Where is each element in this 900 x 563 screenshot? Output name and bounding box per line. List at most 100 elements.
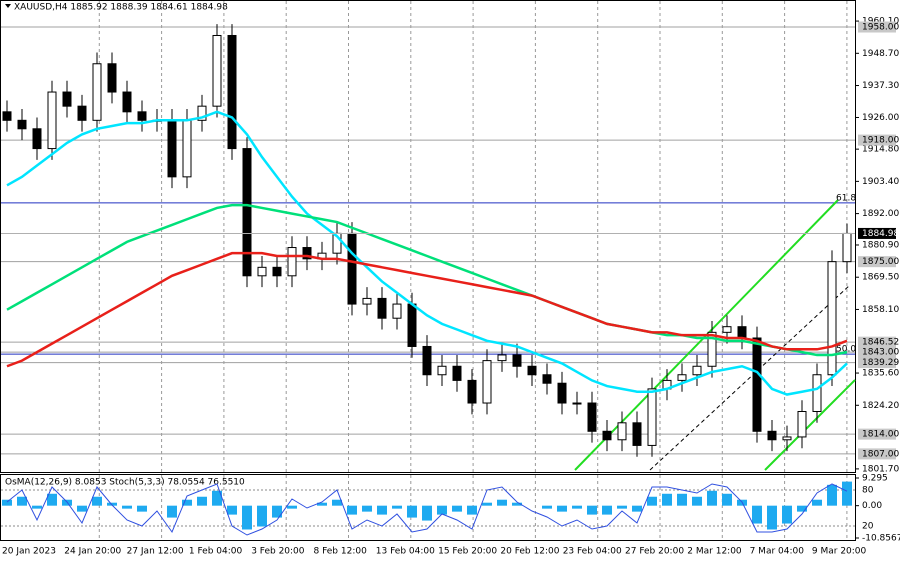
level-tag — [858, 256, 896, 268]
osma-bar — [662, 493, 672, 506]
level-tag — [858, 428, 896, 440]
candle-body — [92, 63, 102, 121]
candle-body — [467, 379, 477, 404]
osma-bar — [767, 505, 777, 530]
osma-bar — [2, 499, 12, 506]
x-tick-label: 2 Mar 12:00 — [687, 547, 742, 557]
fib-label: 50.0 — [836, 345, 856, 355]
osma-bar — [602, 505, 612, 515]
candle-body — [842, 232, 852, 263]
candle-body — [527, 365, 537, 376]
moving-average — [6, 110, 848, 396]
osma-bar — [692, 496, 702, 506]
osma-bar — [167, 505, 177, 518]
main-panel — [0, 0, 856, 473]
candle-body — [542, 374, 552, 384]
candle-body — [737, 326, 747, 339]
osma-bar — [632, 505, 642, 512]
x-tick-label: 20 Jan 2023 — [2, 547, 56, 557]
candle-body — [707, 331, 717, 367]
candle-body — [812, 374, 822, 412]
candle-body — [212, 34, 222, 107]
osma-tick-label: 0.00 — [862, 501, 882, 511]
osma-bar — [707, 490, 717, 506]
level-label: 1843.00 — [862, 348, 899, 358]
candle-body — [77, 105, 87, 121]
level-label: 1918.00 — [862, 136, 899, 146]
osma-bar — [212, 490, 222, 506]
level-tag — [858, 357, 896, 369]
x-tick-label: 8 Feb 12:00 — [314, 547, 368, 557]
channel-lower — [764, 379, 856, 471]
candle-body — [452, 365, 462, 381]
title-arrow — [5, 4, 11, 8]
osma-bar — [827, 484, 837, 506]
x-tick-label: 23 Feb 04:00 — [563, 547, 622, 557]
osma-bar — [497, 499, 507, 506]
y-tick-label: 1903.40 — [862, 177, 899, 187]
y-tick-label: 1914.80 — [862, 145, 899, 155]
osma-bar — [287, 505, 297, 509]
osma-bar — [587, 505, 597, 515]
osma-bar — [32, 505, 42, 509]
osma-bar — [17, 496, 27, 506]
osma-bar — [752, 505, 762, 524]
level-label: 1839.29 — [862, 358, 899, 368]
moving-average — [6, 251, 848, 368]
candle-body — [242, 148, 252, 277]
candle-body — [677, 374, 687, 381]
osma-tick-label: -10.8567 — [862, 534, 900, 544]
level-tag — [858, 134, 896, 146]
candle-body — [587, 402, 597, 432]
candle-body — [227, 34, 237, 150]
candle-body — [497, 354, 507, 362]
osma-bar — [782, 505, 792, 524]
candle-body — [767, 430, 777, 441]
osma-bar — [542, 505, 552, 509]
level-tag — [858, 336, 896, 348]
osma-bar — [572, 505, 582, 509]
osma-bar — [272, 505, 282, 518]
osma-bar — [197, 496, 207, 506]
candle-body — [437, 365, 447, 376]
candle-body — [512, 354, 522, 367]
moving-average — [6, 203, 848, 357]
candle-body — [602, 430, 612, 441]
stoch-tick-label: 20 — [862, 522, 874, 532]
osma-bar — [422, 505, 432, 521]
osma-bar — [407, 505, 417, 518]
candle-body — [257, 266, 267, 277]
candle-body — [302, 247, 312, 260]
level-label: 1846.52 — [862, 338, 899, 348]
candle-body — [392, 303, 402, 319]
candle-body — [137, 111, 147, 121]
candle-body — [167, 119, 177, 178]
candle-body — [647, 388, 657, 446]
osma-bar — [512, 502, 522, 506]
osma-bar — [137, 505, 147, 512]
osma-bar — [392, 505, 402, 509]
osma-bar — [347, 505, 357, 515]
candle-body — [722, 326, 732, 333]
candle-body — [752, 337, 762, 432]
osma-bar — [797, 505, 807, 512]
candle-body — [422, 345, 432, 376]
osma-bar — [677, 493, 687, 506]
candle-body — [32, 128, 42, 150]
osma-bar — [257, 505, 267, 527]
osma-bar — [437, 505, 447, 515]
candle-body — [107, 63, 117, 93]
candle-body — [272, 266, 282, 277]
candle-body — [62, 91, 72, 107]
candle-body — [362, 297, 372, 305]
candle-body — [617, 422, 627, 441]
fib-label: 61.8 — [836, 193, 856, 203]
osma-bar — [722, 493, 732, 506]
candle-body — [782, 436, 792, 441]
candle-body — [122, 91, 132, 113]
stoch-line — [6, 483, 848, 536]
osma-bar — [557, 505, 567, 512]
osma-bar — [242, 505, 252, 530]
osma-bar — [452, 505, 462, 512]
